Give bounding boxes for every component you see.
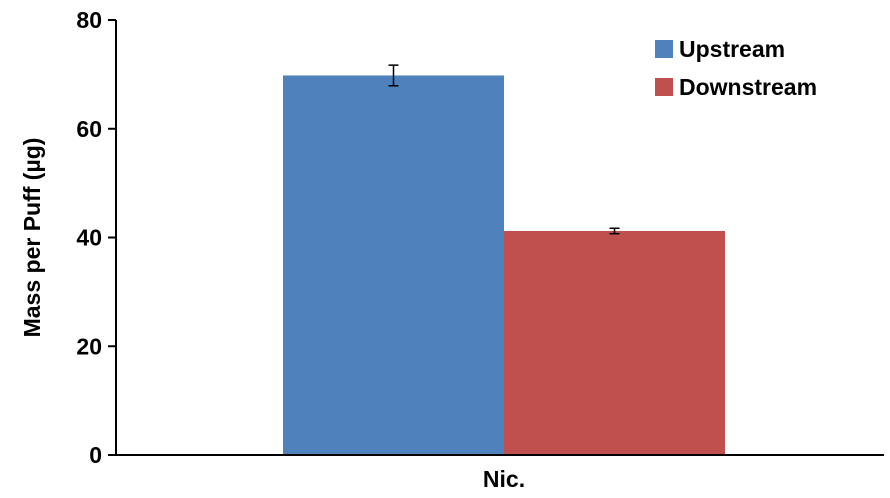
legend-swatch-upstream: [655, 40, 673, 58]
y-tick-label: 60: [76, 116, 102, 142]
errorbars-layer: [388, 64, 620, 235]
bar-downstream: [504, 230, 725, 455]
legend-swatch-downstream: [655, 78, 673, 96]
bars-layer: [283, 75, 725, 456]
legend-label-downstream: Downstream: [679, 74, 817, 100]
legend-label-upstream: Upstream: [679, 36, 785, 62]
y-ticks: 0 20 40 60 80: [76, 7, 116, 468]
y-axis-title: Mass per Puff (µg): [19, 138, 45, 338]
x-axis-title: Nic.: [483, 466, 525, 492]
y-tick-label: 40: [76, 225, 102, 251]
y-tick-label: 0: [89, 442, 102, 468]
bar-upstream: [283, 75, 504, 456]
y-tick-label: 20: [76, 333, 102, 359]
y-tick-label: 80: [76, 7, 102, 33]
legend: Upstream Downstream: [655, 36, 817, 100]
